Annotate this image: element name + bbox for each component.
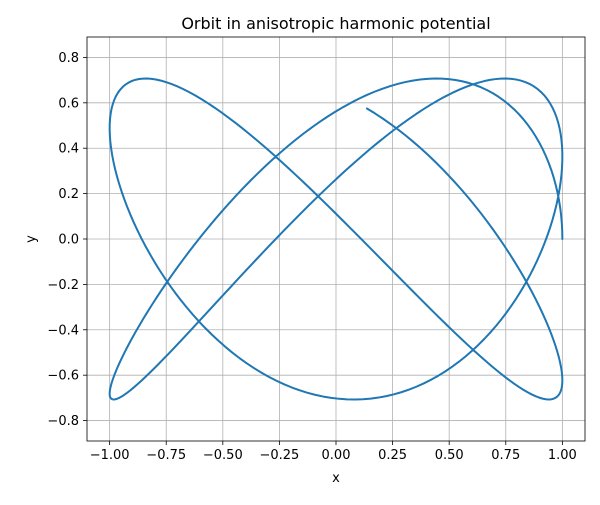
y-tick-label: −0.6 <box>47 369 79 384</box>
y-tick-label: −0.2 <box>47 278 79 293</box>
y-tick-label: 0.8 <box>58 51 79 66</box>
x-tick-label: 0.25 <box>378 448 407 463</box>
chart-title: Orbit in anisotropic harmonic potential <box>181 14 490 33</box>
ticks: −1.00 −0.75 −0.50 −0.25 0.00 0.25 0.50 0.75 1.00… <box>47 51 576 463</box>
x-tick-label: −0.75 <box>146 448 186 463</box>
y-tick-label: −0.4 <box>47 323 79 338</box>
y-tick-label: 0.0 <box>58 233 79 248</box>
x-tick-label: 0.50 <box>435 448 464 463</box>
y-tick-label: 0.4 <box>58 142 79 157</box>
x-tick-label: 0.00 <box>322 448 351 463</box>
x-axis-label: x <box>332 471 340 486</box>
plot-area <box>108 77 564 401</box>
y-axis-label: y <box>24 235 39 243</box>
y-tick-label: 0.2 <box>58 187 79 202</box>
grid <box>87 37 585 441</box>
orbit-series-line <box>108 77 564 401</box>
y-tick-label: 0.6 <box>58 96 79 111</box>
x-tick-label: 0.75 <box>491 448 520 463</box>
x-tick-label: −0.25 <box>259 448 299 463</box>
x-tick-label: −1.00 <box>90 448 130 463</box>
x-tick-label: 1.00 <box>548 448 577 463</box>
y-tick-label: −0.8 <box>47 414 79 429</box>
x-tick-label: −0.50 <box>203 448 243 463</box>
